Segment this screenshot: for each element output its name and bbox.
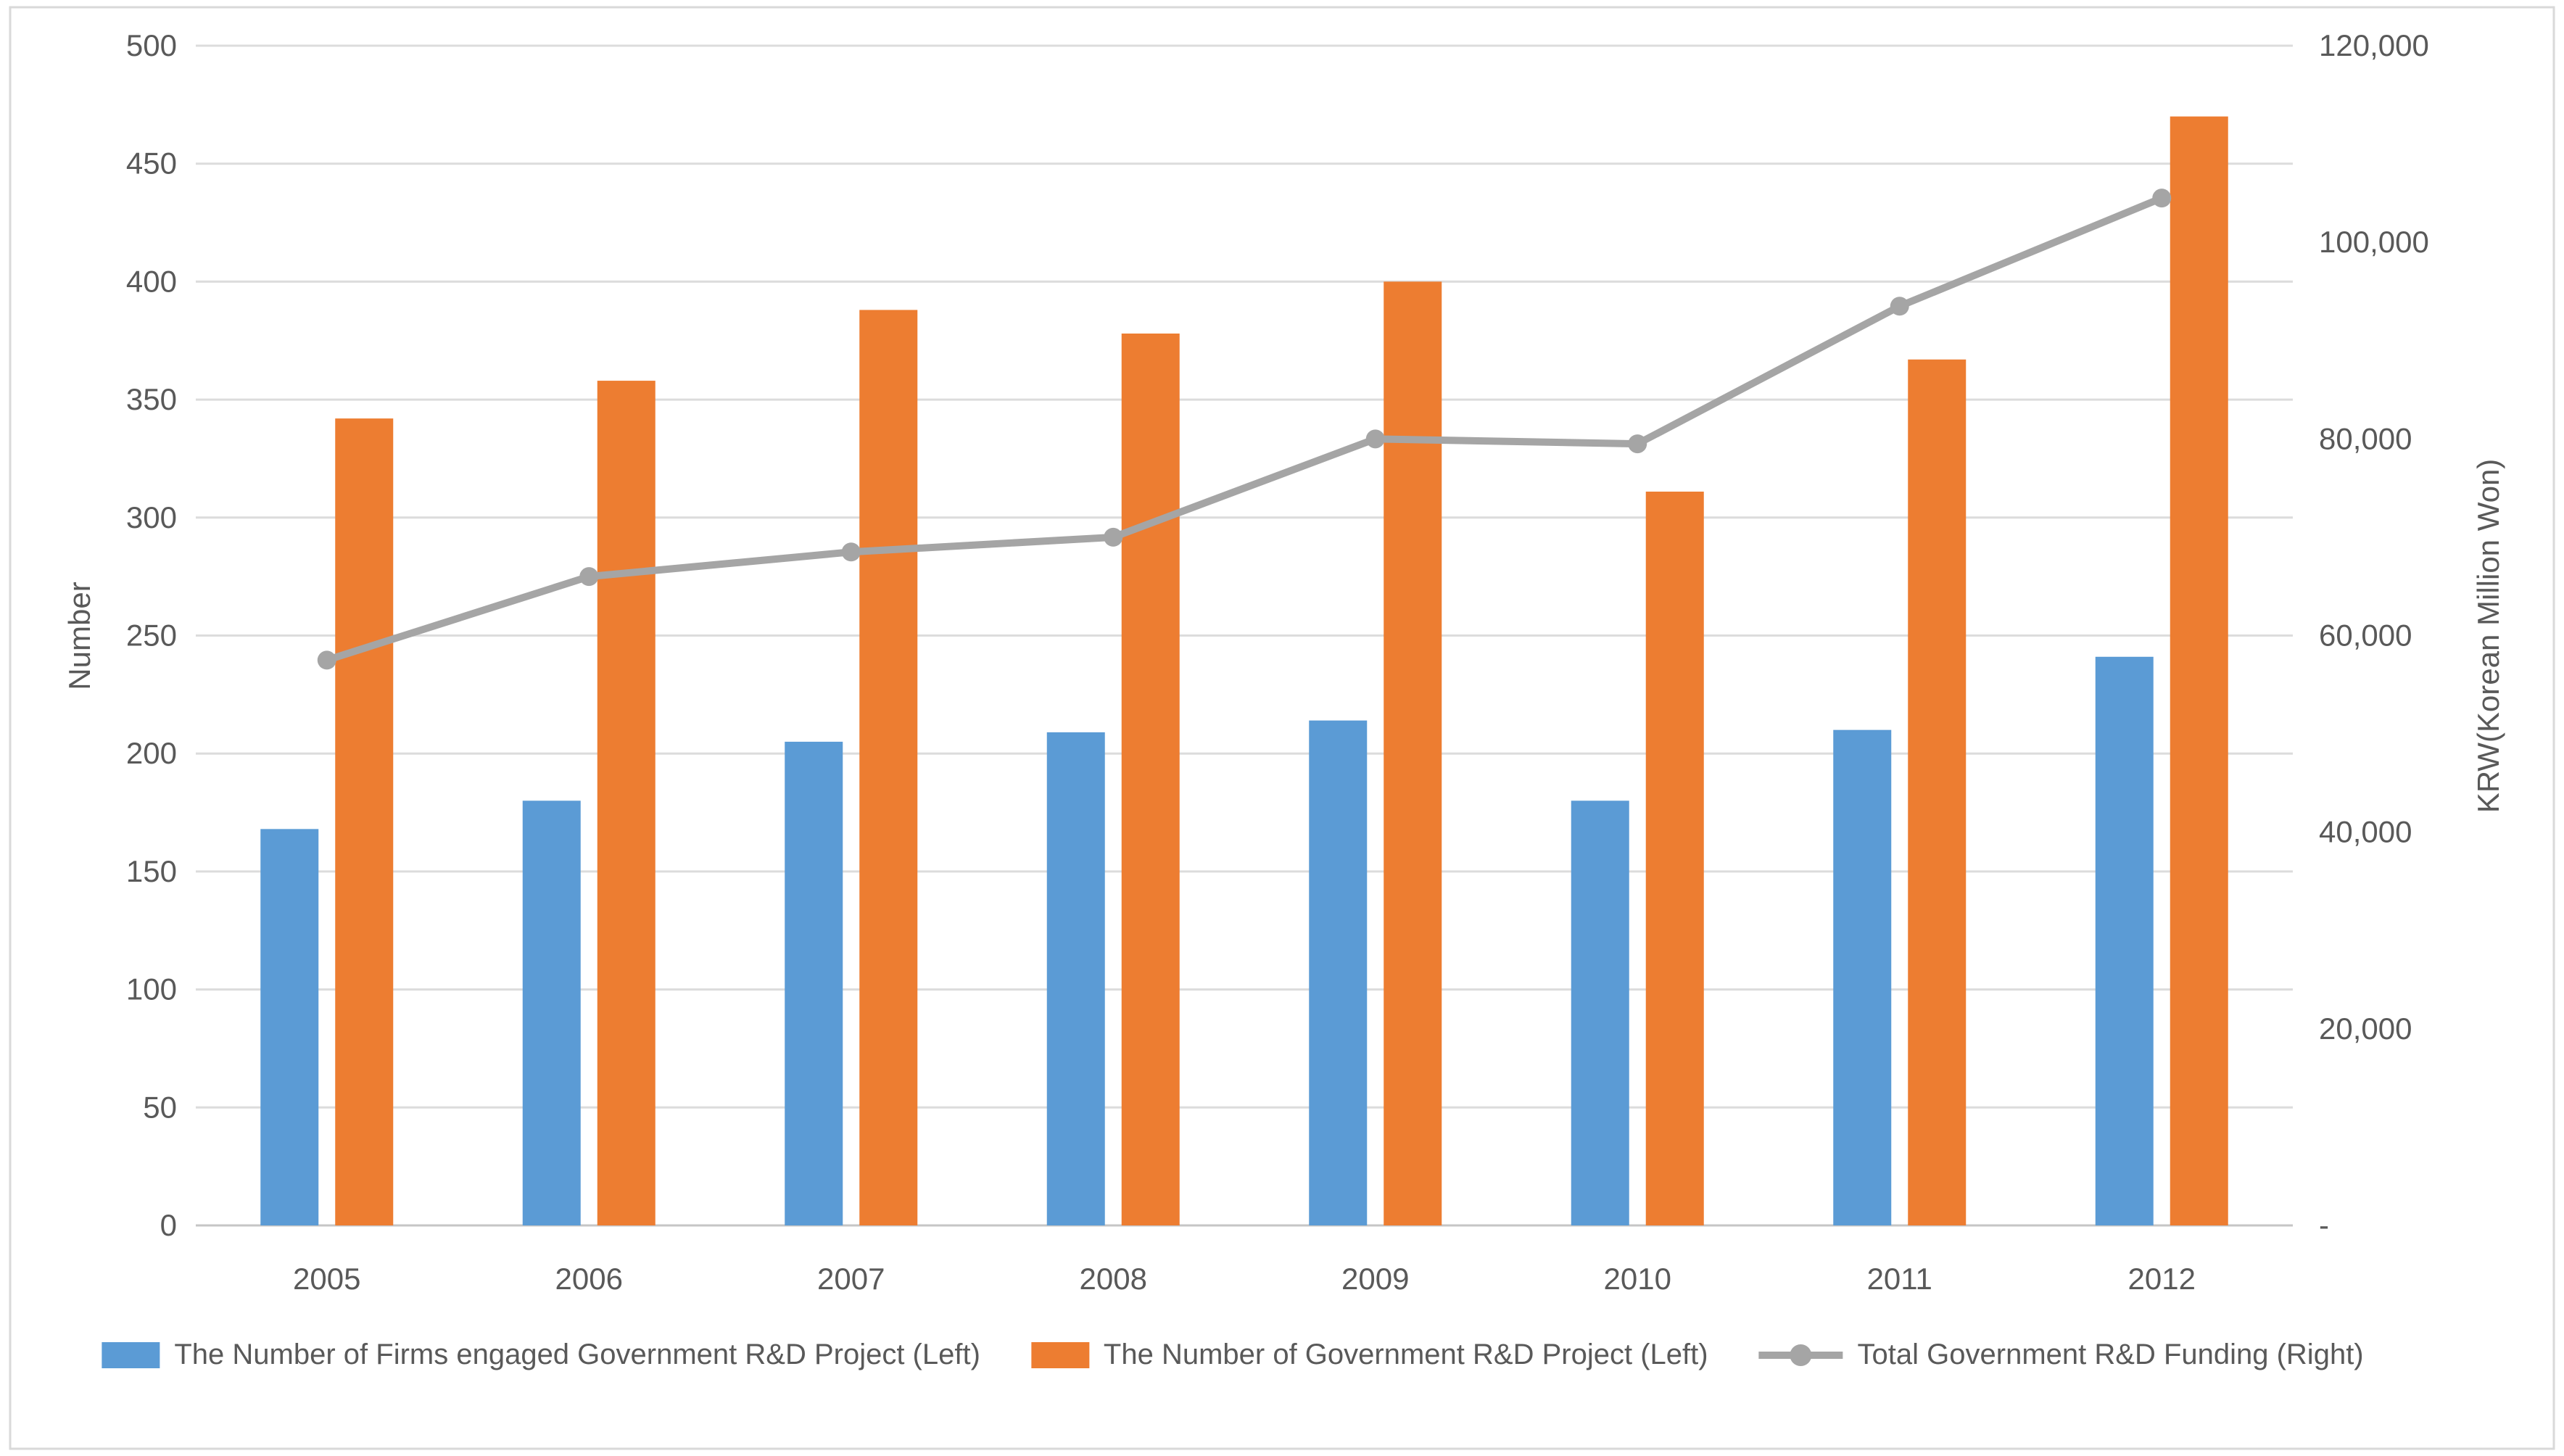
x-axis-tick-2011: 2011 — [1867, 1262, 1932, 1296]
left-axis-tick-100: 100 — [126, 972, 177, 1006]
line-point-2006 — [579, 567, 599, 587]
right-axis-tick-60,000: 60,000 — [2319, 619, 2412, 653]
x-axis-tick-2007: 2007 — [817, 1262, 885, 1296]
legend-line-marker-icon — [1758, 1344, 1843, 1366]
legend-line-dot-icon — [1790, 1344, 1812, 1366]
bar-projects-2009 — [1384, 281, 1442, 1225]
right-axis-tick-80,000: 80,000 — [2319, 421, 2412, 455]
bar-projects-2011 — [1908, 359, 1967, 1226]
bar-projects-2010 — [1645, 492, 1704, 1225]
bar-firms-2012 — [2095, 656, 2154, 1225]
left-axis-tick-250: 250 — [126, 619, 177, 653]
left-axis-title: Number — [62, 582, 96, 690]
line-point-2011 — [1890, 297, 1909, 316]
line-point-2010 — [1628, 434, 1647, 454]
legend-item-firms: The Number of Firms engaged Government R… — [102, 1339, 980, 1371]
line-point-2012 — [2152, 189, 2172, 208]
bar-firms-2007 — [785, 741, 843, 1225]
x-axis-tick-2005: 2005 — [293, 1262, 360, 1296]
line-point-2009 — [1365, 429, 1385, 449]
funding-line — [323, 194, 2166, 664]
legend-swatch-firms — [102, 1341, 160, 1368]
bar-firms-2005 — [260, 829, 319, 1225]
legend-label-funding: Total Government R&D Funding (Right) — [1857, 1339, 2364, 1370]
left-axis-tick-400: 400 — [126, 264, 177, 298]
bar-firms-2006 — [522, 801, 581, 1225]
chart-legend: The Number of Firms engaged Government R… — [102, 1339, 2364, 1371]
bar-firms-2010 — [1571, 801, 1629, 1225]
right-axis-tick-20,000: 20,000 — [2319, 1012, 2412, 1046]
x-axis-tick-2010: 2010 — [1604, 1262, 1671, 1296]
legend-item-funding: Total Government R&D Funding (Right) — [1758, 1339, 2364, 1371]
left-axis-tick-150: 150 — [126, 854, 177, 888]
bar-firms-2008 — [1046, 732, 1105, 1225]
left-axis-tick-300: 300 — [126, 500, 177, 534]
bar-firms-2009 — [1309, 720, 1368, 1225]
left-axis-tick-50: 50 — [143, 1090, 177, 1124]
line-point-2008 — [1104, 527, 1123, 547]
legend-label-firms: The Number of Firms engaged Government R… — [174, 1339, 980, 1370]
right-axis-tick-100,000: 100,000 — [2319, 225, 2429, 259]
bar-projects-2012 — [2170, 116, 2228, 1225]
left-axis-tick-200: 200 — [126, 736, 177, 770]
chart-border — [9, 6, 2555, 1450]
bar-firms-2011 — [1833, 729, 1892, 1225]
left-axis-tick-450: 450 — [126, 146, 177, 181]
x-axis-tick-2008: 2008 — [1080, 1262, 1147, 1296]
line-point-2007 — [841, 542, 861, 562]
bar-projects-2006 — [597, 381, 656, 1225]
bar-projects-2008 — [1121, 333, 1180, 1225]
x-axis-tick-2012: 2012 — [2128, 1262, 2196, 1296]
right-axis-tick-40,000: 40,000 — [2319, 815, 2412, 849]
left-axis-tick-500: 500 — [126, 28, 177, 62]
line-point-2005 — [317, 650, 336, 670]
right-axis-tick--: - — [2319, 1208, 2329, 1242]
right-axis-title: KRW(Korean Million Won) — [2471, 458, 2505, 814]
legend-label-projects: The Number of Government R&D Project (Le… — [1103, 1339, 1708, 1370]
x-axis-tick-2009: 2009 — [1341, 1262, 1409, 1296]
x-axis-tick-2006: 2006 — [555, 1262, 623, 1296]
right-axis-tick-120,000: 120,000 — [2319, 28, 2429, 62]
left-axis-tick-0: 0 — [160, 1208, 177, 1242]
left-axis-tick-350: 350 — [126, 382, 177, 416]
bar-projects-2007 — [859, 310, 918, 1225]
legend-item-projects: The Number of Government R&D Project (Le… — [1030, 1339, 1708, 1371]
legend-swatch-projects — [1030, 1341, 1089, 1368]
bar-projects-2005 — [335, 418, 394, 1225]
